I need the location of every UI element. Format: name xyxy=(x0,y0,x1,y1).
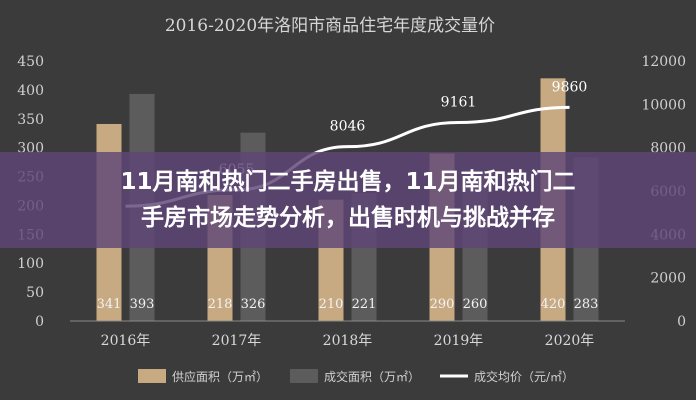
right-tick-label: 2000 xyxy=(650,271,686,287)
legend-label: 成交均价（元/㎡） xyxy=(474,369,574,384)
price-label: 8046 xyxy=(330,119,366,135)
left-tick-label: 0 xyxy=(35,314,44,330)
x-tick-label: 2016年 xyxy=(101,333,151,349)
bar-value-label: 210 xyxy=(319,297,344,312)
bar-value-label: 326 xyxy=(241,297,266,312)
price-label: 9860 xyxy=(552,79,588,95)
legend-label: 供应面积（万㎡） xyxy=(172,369,268,384)
left-tick-label: 450 xyxy=(17,54,44,70)
right-tick-label: 12000 xyxy=(641,54,686,70)
left-tick-label: 100 xyxy=(17,256,44,272)
price-label: 9161 xyxy=(441,95,477,111)
left-tick-label: 50 xyxy=(26,285,44,301)
right-tick-label: 10000 xyxy=(641,97,686,113)
left-tick-label: 400 xyxy=(17,83,44,99)
x-axis: 2016年 2017年 2018年 2019年 2020年 xyxy=(70,320,625,349)
x-tick-label: 2019年 xyxy=(434,333,484,349)
left-tick-label: 350 xyxy=(17,112,44,128)
legend-swatch xyxy=(290,369,318,383)
bar-value-label: 341 xyxy=(97,297,122,312)
article-title-banner: 11月南和热门二手房出售，11月南和热门二 手房市场走势分析，出售时机与挑战并存 xyxy=(0,152,696,248)
chart-title: 2016-2020年洛阳市商品住宅年度成交量价 xyxy=(165,16,495,36)
legend-swatch xyxy=(138,369,166,383)
legend: 供应面积（万㎡） 成交面积（万㎡） 成交均价（元/㎡） xyxy=(138,369,574,384)
bar-value-label: 260 xyxy=(463,297,488,312)
x-tick-label: 2017年 xyxy=(212,333,262,349)
article-title-line-2: 手房市场走势分析，出售时机与挑战并存 xyxy=(141,205,555,231)
bar-value-label: 393 xyxy=(130,297,155,312)
legend-label: 成交面积（万㎡） xyxy=(324,369,420,384)
bar-labels: 341 218 210 290 420 393 326 221 260 283 xyxy=(97,297,599,312)
x-tick-label: 2018年 xyxy=(323,333,373,349)
bar-value-label: 221 xyxy=(352,297,377,312)
bar-value-label: 283 xyxy=(574,297,599,312)
bar-value-label: 218 xyxy=(208,297,233,312)
right-tick-label: 0 xyxy=(677,314,686,330)
bar-value-label: 420 xyxy=(541,297,566,312)
article-title-line-1: 11月南和热门二手房出售，11月南和热门二 xyxy=(120,169,576,195)
bar-value-label: 290 xyxy=(430,297,455,312)
x-tick-label: 2020年 xyxy=(545,333,595,349)
